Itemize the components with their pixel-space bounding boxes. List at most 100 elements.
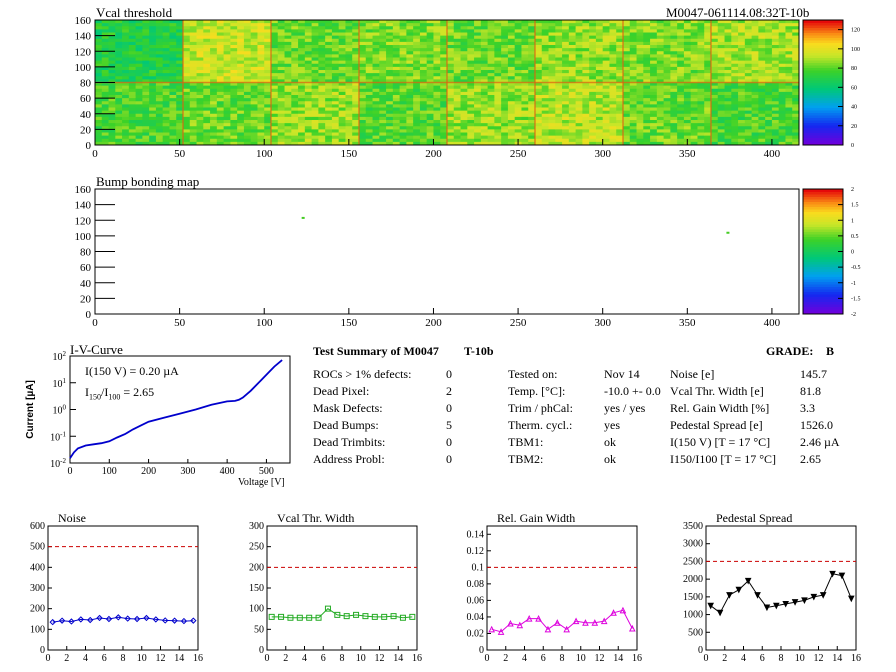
vcal-heatmap-cell [616,26,624,30]
vcal-heatmap-cell [237,95,245,99]
vcal-heatmap-cell [765,116,773,121]
vcal-heatmap-cell [257,116,265,121]
vcal-heatmap-cell [555,88,563,93]
vcal-heatmap-cell [331,98,340,102]
vcal-heatmap-cell [155,45,164,49]
vcal-heatmap-cell [683,29,692,33]
vcal-heatmap-cell [386,110,394,115]
vcal-heatmap-cell [656,132,665,137]
vcal-heatmap-cell [589,51,597,55]
vcal-heatmap-cell [189,35,197,40]
vcal-heatmap-cell [575,45,583,49]
vcal-heatmap-cell [771,129,780,133]
vcal-heatmap-cell [304,85,313,90]
vcal-heatmap-cell [203,63,211,68]
vcal-heatmap-cell [311,141,319,146]
vcal-heatmap-cell [690,113,698,118]
vcal-heatmap-cell [616,101,624,105]
vcal-heatmap-cell [142,95,150,99]
vcal-heatmap-cell [169,79,177,83]
vcal-heatmap-cell [595,107,604,112]
vcal-heatmap-cell [325,138,333,143]
vcal-heatmap-cell [602,113,610,118]
vcal-heatmap-cell [338,104,346,108]
vcal-heatmap-cell [101,32,109,37]
vcal-heatmap-cell [562,38,570,43]
vcal-heatmap-cell [413,57,421,62]
vcal-heatmap-cell [616,57,624,62]
vcal-heatmap-cell [176,23,184,27]
vcal-heatmap-cell [331,138,340,143]
vcal-heatmap-cell [453,73,461,77]
vcal-heatmap-cell [589,98,597,102]
vcal-heatmap-cell [480,95,489,99]
vcal-colorbar-cell [803,137,843,141]
vcal-heatmap-cell [507,51,516,55]
vcal-heatmap-cell [623,141,631,146]
vcal-heatmap-cell [284,76,292,80]
vcal-heatmap-cell [738,88,746,93]
vcal-heatmap-cell [453,63,461,68]
vcal-heatmap-cell [379,85,387,90]
vcal-heatmap-cell [589,41,597,46]
vcal-heatmap-cell [284,60,292,65]
vcal-heatmap-cell [582,60,590,65]
vcal-heatmap-cell [602,60,610,65]
vcal-heatmap-cell [135,70,143,74]
vcal-heatmap-cell [291,116,299,121]
vcal-heatmap-cell [230,48,238,52]
vcal-heatmap-cell [115,107,123,112]
vcal-heatmap-cell [765,113,773,118]
defect-label: Dead Trimbits: [313,435,386,449]
vcal-heatmap-cell [785,123,793,127]
vcal-heatmap-cell [372,132,380,137]
vcal-heatmap-cell [284,57,292,62]
vcal-heatmap-cell [738,95,746,99]
vcal-heatmap-cell [623,41,631,46]
vcal-heatmap-cell [203,113,211,118]
vcal-heatmap-cell [142,135,150,140]
vcal-heatmap-cell [304,104,313,108]
vcal-heatmap-cell [771,101,780,105]
vcal-heatmap-cell [447,132,455,137]
vcal-heatmap-cell [744,76,753,80]
vcal-heatmap-cell [183,126,191,130]
vcal-heatmap-cell [169,32,177,37]
vcal-heatmap-cell [399,38,407,43]
vcal-heatmap-cell [399,70,407,74]
vcal-heatmap-cell [643,66,651,71]
vcal-heatmap-cell [487,88,495,93]
vcal-heatmap-cell [683,132,692,137]
vcal-heatmap-cell [243,107,252,112]
vcal-heatmap-cell [711,76,719,80]
vcal-heatmap-cell [758,104,766,108]
vcal-heatmap-cell [122,29,130,33]
vcal-heatmap-cell [169,104,177,108]
vcal-heatmap-cell [521,82,529,87]
vcal-heatmap-cell [480,41,489,46]
vcal-heatmap-cell [758,85,766,90]
vcal-heatmap-cell [189,107,197,112]
vcal-heatmap-cell [595,135,604,140]
vcal-heatmap-cell [338,141,346,146]
vcal-heatmap-cell [447,38,455,43]
vcal-heatmap-cell [643,57,651,62]
vcal-heatmap-cell [623,54,631,58]
vcal-heatmap-cell [677,51,685,55]
vcal-heatmap-cell [487,138,495,143]
vcal-heatmap-cell [602,110,610,115]
vcal-heatmap-cell [372,45,380,49]
vcal-heatmap-cell [758,110,766,115]
vcal-heatmap-cell [142,66,150,71]
vcal-heatmap-cell [135,26,143,30]
vcal-heatmap-cell [331,126,340,130]
vcal-heatmap-cell [311,113,319,118]
vcal-heatmap-cell [717,104,725,108]
vcal-heatmap-cell [670,82,678,87]
vcal-heatmap-cell [413,29,421,33]
vcal-heatmap-cell [338,85,346,90]
vcal-heatmap-cell [128,79,137,83]
vcal-heatmap-cell [474,135,482,140]
vcal-heatmap-cell [386,41,394,46]
vcal-heatmap-cell [379,73,387,77]
